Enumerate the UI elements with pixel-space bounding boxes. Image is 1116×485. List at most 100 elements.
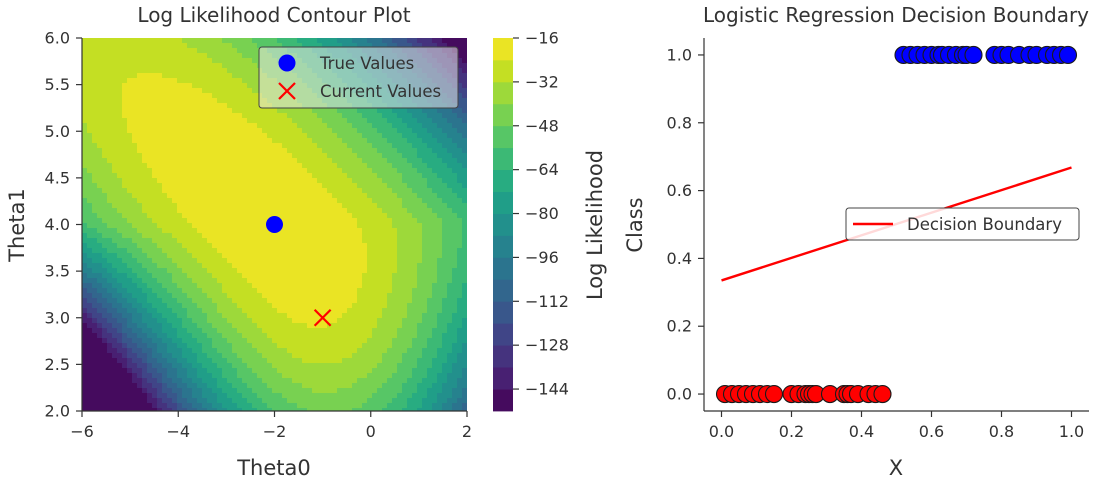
- contour-cell: [317, 178, 323, 184]
- contour-cell: [297, 108, 303, 114]
- contour-cell: [267, 363, 273, 369]
- contour-cell: [257, 118, 263, 124]
- contour-cell: [332, 38, 338, 44]
- contour-cell: [142, 113, 148, 119]
- contour-cell: [352, 408, 358, 411]
- contour-cell: [222, 233, 228, 239]
- contour-cell: [402, 123, 408, 129]
- contour-cell: [397, 348, 403, 354]
- contour-cell: [412, 193, 418, 199]
- contour-cell: [207, 203, 213, 209]
- contour-cell: [132, 403, 138, 409]
- contour-cell: [97, 323, 103, 329]
- contour-cell: [97, 268, 103, 274]
- contour-cell: [317, 133, 323, 139]
- contour-cell: [147, 158, 153, 164]
- contour-cell: [117, 158, 123, 164]
- contour-cell: [302, 253, 308, 259]
- contour-cell: [212, 343, 218, 349]
- contour-cell: [412, 263, 418, 269]
- contour-cell: [87, 153, 93, 159]
- contour-cell: [117, 298, 123, 304]
- contour-cell: [362, 303, 368, 309]
- contour-cell: [317, 293, 323, 299]
- contour-cell: [312, 283, 318, 289]
- contour-cell: [262, 258, 268, 264]
- contour-cell: [357, 283, 363, 289]
- contour-cell: [237, 58, 243, 64]
- contour-cell: [352, 378, 358, 384]
- contour-cell: [157, 353, 163, 359]
- contour-cell: [192, 313, 198, 319]
- contour-cell: [372, 323, 378, 329]
- contour-cell: [207, 363, 213, 369]
- contour-cell: [197, 73, 203, 79]
- contour-cell: [112, 98, 118, 104]
- contour-cell: [167, 118, 173, 124]
- contour-cell: [342, 213, 348, 219]
- contour-cell: [137, 98, 143, 104]
- contour-cell: [127, 78, 133, 84]
- contour-cell: [287, 288, 293, 294]
- contour-cell: [112, 113, 118, 119]
- contour-cell: [347, 333, 353, 339]
- contour-cell: [252, 213, 258, 219]
- contour-cell: [102, 308, 108, 314]
- contour-cell: [357, 363, 363, 369]
- contour-cell: [202, 38, 208, 44]
- contour-cell: [227, 133, 233, 139]
- contour-cell: [187, 298, 193, 304]
- contour-cell: [157, 223, 163, 229]
- contour-cell: [162, 283, 168, 289]
- contour-cell: [222, 388, 228, 394]
- contour-cell: [242, 353, 248, 359]
- contour-cell: [177, 48, 183, 54]
- contour-cell: [87, 243, 93, 249]
- contour-cell: [92, 268, 98, 274]
- contour-cell: [157, 233, 163, 239]
- contour-cell: [167, 158, 173, 164]
- contour-cell: [407, 123, 413, 129]
- contour-cell: [107, 143, 113, 149]
- contour-cell: [382, 333, 388, 339]
- contour-cell: [227, 393, 233, 399]
- contour-cell: [242, 388, 248, 394]
- contour-cell: [112, 363, 118, 369]
- contour-cell: [387, 158, 393, 164]
- contour-cell: [257, 248, 263, 254]
- contour-cell: [97, 228, 103, 234]
- contour-cell: [407, 293, 413, 299]
- contour-cell: [372, 188, 378, 194]
- contour-cell: [202, 378, 208, 384]
- contour-cell: [272, 373, 278, 379]
- contour-cell: [252, 278, 258, 284]
- contour-cell: [222, 283, 228, 289]
- contour-cell: [172, 58, 178, 64]
- contour-cell: [367, 143, 373, 149]
- contour-cell: [367, 108, 373, 114]
- contour-cell: [267, 253, 273, 259]
- contour-cell: [292, 183, 298, 189]
- contour-cell: [257, 268, 263, 274]
- contour-cell: [342, 123, 348, 129]
- contour-cell: [202, 318, 208, 324]
- contour-cell: [247, 373, 253, 379]
- contour-cell: [82, 378, 88, 384]
- contour-cell: [102, 218, 108, 224]
- contour-cell: [97, 133, 103, 139]
- contour-cell: [392, 123, 398, 129]
- contour-cell: [287, 203, 293, 209]
- contour-cell: [152, 408, 158, 411]
- contour-cell: [402, 308, 408, 314]
- contour-cell: [232, 48, 238, 54]
- contour-cell: [302, 133, 308, 139]
- contour-cell: [412, 238, 418, 244]
- contour-cell: [252, 228, 258, 234]
- contour-cell: [212, 288, 218, 294]
- contour-cell: [322, 143, 328, 149]
- contour-cell: [237, 43, 243, 49]
- contour-cell: [262, 253, 268, 259]
- contour-cell: [252, 338, 258, 344]
- contour-cell: [312, 243, 318, 249]
- contour-cell: [222, 398, 228, 404]
